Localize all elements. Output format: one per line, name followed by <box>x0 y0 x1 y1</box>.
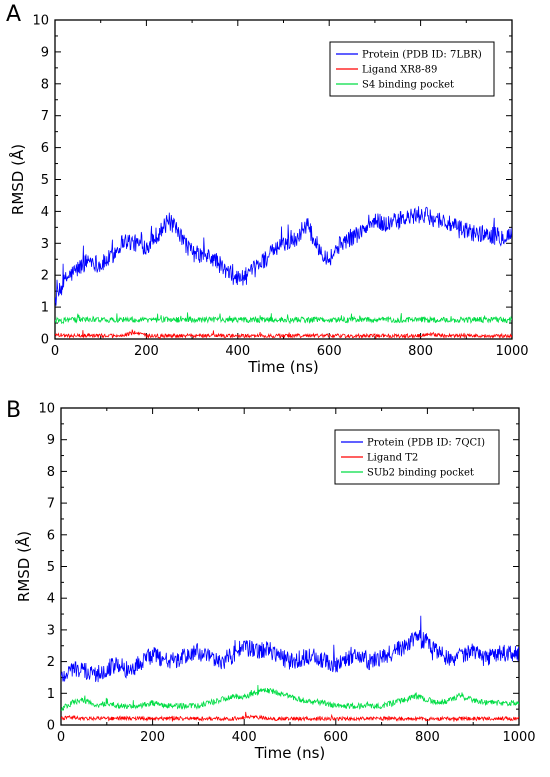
y-tick-label: 10 <box>32 14 49 29</box>
y-tick-label: 4 <box>41 205 49 220</box>
series-group <box>55 206 512 339</box>
chart-panel-b: B 0 1 2 3 4 5 6 7 8 9 10 0 200 400 600 800 1000 Time (ns)… <box>0 388 550 777</box>
x-tick-label: 800 <box>415 730 440 745</box>
legend-label: Ligand XR8-89 <box>362 65 437 76</box>
series-line-protein <box>61 615 519 683</box>
y-tick-label: 3 <box>41 237 49 252</box>
y-tick-label: 1 <box>47 687 55 702</box>
chart-a-svg: 0 1 2 3 4 5 6 7 8 9 10 0 200 400 600 800 1000 Time (ns) RM… <box>8 14 529 377</box>
x-tick-label: 200 <box>134 344 159 359</box>
y-tick-label: 9 <box>47 433 55 448</box>
chart-panel-a: A 0 1 2 3 4 5 6 7 8 9 10 0 200 400 600 800 1000 Time (ns)… <box>0 0 550 388</box>
panel-letter-b: B <box>6 398 22 423</box>
series-line-protein <box>55 206 512 306</box>
y-tick-label: 8 <box>41 77 49 92</box>
x-axis-title: Time (ns) <box>247 358 319 376</box>
legend-label: SUb2 binding pocket <box>367 468 474 479</box>
y-tick-label: 6 <box>47 528 55 543</box>
x-tick-label: 800 <box>408 344 433 359</box>
legend: Protein (PDB ID: 7LBR) Ligand XR8-89 S4 bi… <box>329 41 495 97</box>
y-tick-label: 0 <box>47 719 55 734</box>
legend-label: Protein (PDB ID: 7LBR) <box>362 50 482 61</box>
x-tick-label: 200 <box>140 730 165 745</box>
series-line-ligand <box>55 329 512 339</box>
x-tick-label: 600 <box>323 730 348 745</box>
y-tick-label: 6 <box>41 141 49 156</box>
series-line-pocket <box>55 312 512 325</box>
legend-label: Protein (PDB ID: 7QCI) <box>367 438 485 449</box>
x-tick-label: 600 <box>317 344 342 359</box>
series-group <box>61 615 519 722</box>
y-tick-label: 5 <box>41 173 49 188</box>
legend: Protein (PDB ID: 7QCI) Ligand T2 SUb2 bind… <box>334 429 500 485</box>
y-axis-title: RMSD (Å) <box>8 144 27 215</box>
x-axis-title: Time (ns) <box>254 744 326 762</box>
x-tick-label: 1000 <box>502 730 535 745</box>
y-tick-label: 1 <box>41 301 49 316</box>
y-tick-label: 9 <box>41 45 49 60</box>
y-tick-label: 3 <box>47 623 55 638</box>
y-tick-label: 7 <box>41 109 49 124</box>
y-tick-label: 4 <box>47 592 55 607</box>
y-tick-label: 8 <box>47 465 55 480</box>
y-axis-title: RMSD (Å) <box>14 531 33 602</box>
y-tick-label: 10 <box>38 402 55 417</box>
x-tick-label: 400 <box>225 344 250 359</box>
y-tick-label: 7 <box>47 497 55 512</box>
y-tick-label: 2 <box>47 655 55 670</box>
series-line-ligand <box>61 711 519 722</box>
series-line-pocket <box>61 684 519 712</box>
x-tick-label: 1000 <box>495 344 528 359</box>
panel-letter-a: A <box>6 2 22 27</box>
legend-box <box>334 429 500 485</box>
x-tick-label: 400 <box>232 730 257 745</box>
x-tick-label: 0 <box>51 344 59 359</box>
chart-b-svg: 0 1 2 3 4 5 6 7 8 9 10 0 200 400 600 800 1000 Time (ns) RM… <box>14 402 536 763</box>
legend-label: Ligand T2 <box>367 453 418 464</box>
legend-label: S4 binding pocket <box>362 80 454 91</box>
y-tick-label: 2 <box>41 269 49 284</box>
x-tick-label: 0 <box>57 730 65 745</box>
y-tick-label: 5 <box>47 560 55 575</box>
y-tick-label: 0 <box>41 333 49 348</box>
